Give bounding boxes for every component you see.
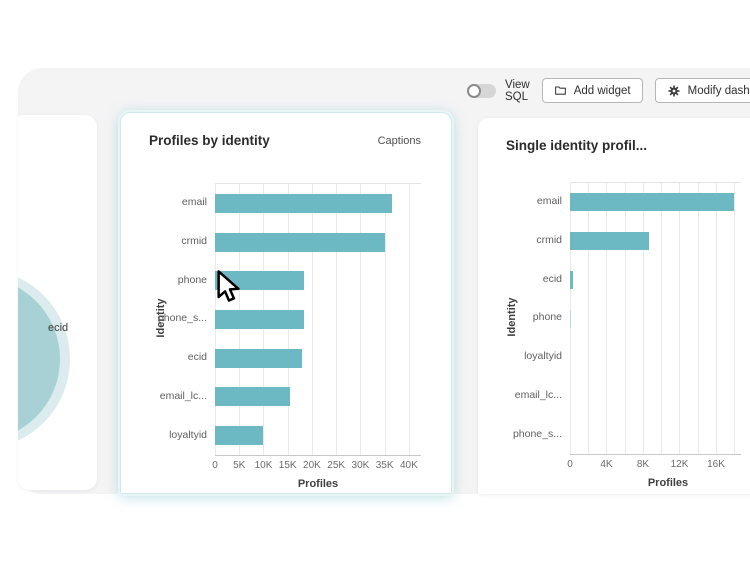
x-axis-label: Profiles: [647, 477, 689, 489]
gridline: [384, 184, 386, 455]
x-tick-label: 0: [212, 460, 218, 471]
x-tick-label: 25K: [327, 460, 346, 471]
category-label: loyaltyid: [524, 350, 562, 363]
bar-loyaltyid[interactable]: [215, 426, 264, 446]
widget-title: Single identity profil...: [506, 138, 648, 153]
category-label: email: [536, 195, 562, 208]
gridline: [715, 183, 717, 454]
category-label: crmid: [536, 234, 562, 247]
gear-icon: [667, 84, 681, 98]
x-tick-label: 12K: [670, 459, 689, 470]
x-tick-label: 8K: [636, 459, 650, 470]
bar-phone[interactable]: [570, 309, 572, 328]
toggle-track[interactable]: [467, 83, 496, 98]
venn-label-ecid: ecid: [48, 322, 69, 334]
bar-crmid[interactable]: [215, 232, 385, 252]
category-label: crmid: [181, 235, 207, 248]
category-label: email_lc...: [514, 388, 562, 401]
gridline: [311, 184, 313, 455]
gridline: [679, 183, 681, 454]
bar-email[interactable]: [570, 193, 735, 212]
category-label: phone_s...: [157, 312, 207, 325]
gridline: [336, 184, 338, 455]
venn-widget-card[interactable]: ecid: [18, 115, 97, 490]
widget-header: Profiles by identity Captions: [149, 133, 421, 148]
toggle-knob[interactable]: [467, 83, 481, 98]
bar-email-lc-[interactable]: [215, 387, 291, 407]
category-label: email: [181, 196, 207, 209]
add-widget-button[interactable]: Add widget: [541, 78, 643, 103]
gridline: [606, 183, 608, 454]
widget-title: Profiles by identity: [149, 133, 270, 148]
plot-area: [570, 182, 741, 455]
widget-profiles-by-identity[interactable]: Profiles by identity Captions Identity P…: [120, 112, 452, 494]
x-tick-label: 20K: [303, 460, 321, 471]
x-tick-label: 30K: [351, 460, 370, 471]
category-label: phone: [532, 311, 562, 324]
bar-phone[interactable]: [215, 271, 304, 291]
gridline: [588, 183, 590, 454]
dashboard-toolbar: View SQL Add widget Modify dash: [467, 78, 750, 103]
category-label: email_lc...: [159, 389, 207, 402]
gridline: [360, 184, 362, 455]
view-sql-toggle[interactable]: View SQL: [467, 78, 530, 103]
bar-ecid[interactable]: [215, 348, 302, 368]
gridline: [697, 183, 699, 454]
bar-phone-s-[interactable]: [215, 310, 304, 329]
modify-dash-label: Modify dash: [687, 84, 750, 97]
x-tick-label: 15K: [278, 460, 297, 471]
x-tick-label: 35K: [375, 460, 394, 471]
gridline: [661, 183, 663, 454]
x-tick-label: 4K: [600, 459, 613, 470]
modify-dash-button[interactable]: Modify dash: [654, 78, 750, 103]
x-tick-label: 16K: [707, 459, 725, 470]
view-sql-label: View SQL: [505, 78, 530, 103]
gridline: [408, 184, 410, 455]
folder-icon: [554, 84, 567, 97]
x-tick-label: 40K: [399, 460, 418, 471]
gridline: [642, 183, 644, 454]
bar-chart-profiles-by-identity: Identity Profiles 0 5K 10K 15K 20K 25K 30K 35K 4…: [121, 113, 451, 493]
category-label: ecid: [542, 272, 562, 285]
gridline: [624, 183, 626, 454]
x-tick-label: 0: [567, 459, 573, 470]
plot-area: [215, 183, 421, 456]
captions-button[interactable]: Captions: [377, 134, 421, 147]
bar-crmid[interactable]: [570, 232, 650, 251]
category-label: phone_s...: [512, 427, 562, 440]
category-label: phone: [177, 273, 207, 286]
x-tick-label: 10K: [254, 460, 273, 471]
x-tick-label: 5K: [233, 460, 246, 471]
category-label: ecid: [187, 351, 207, 364]
bar-chart-single-identity-profiles: Identity Profiles 0 4K 8K 12K 16K email crmid e…: [478, 118, 750, 494]
widget-header: Single identity profil...: [506, 138, 750, 153]
category-label: loyaltyid: [169, 428, 207, 441]
gridline: [734, 183, 736, 454]
add-widget-label: Add widget: [573, 84, 631, 97]
x-axis-label: Profiles: [297, 478, 339, 490]
widget-single-identity-profiles[interactable]: Single identity profil... Identity Profi…: [478, 118, 750, 494]
bar-ecid[interactable]: [570, 270, 573, 289]
bar-email[interactable]: [215, 193, 392, 213]
